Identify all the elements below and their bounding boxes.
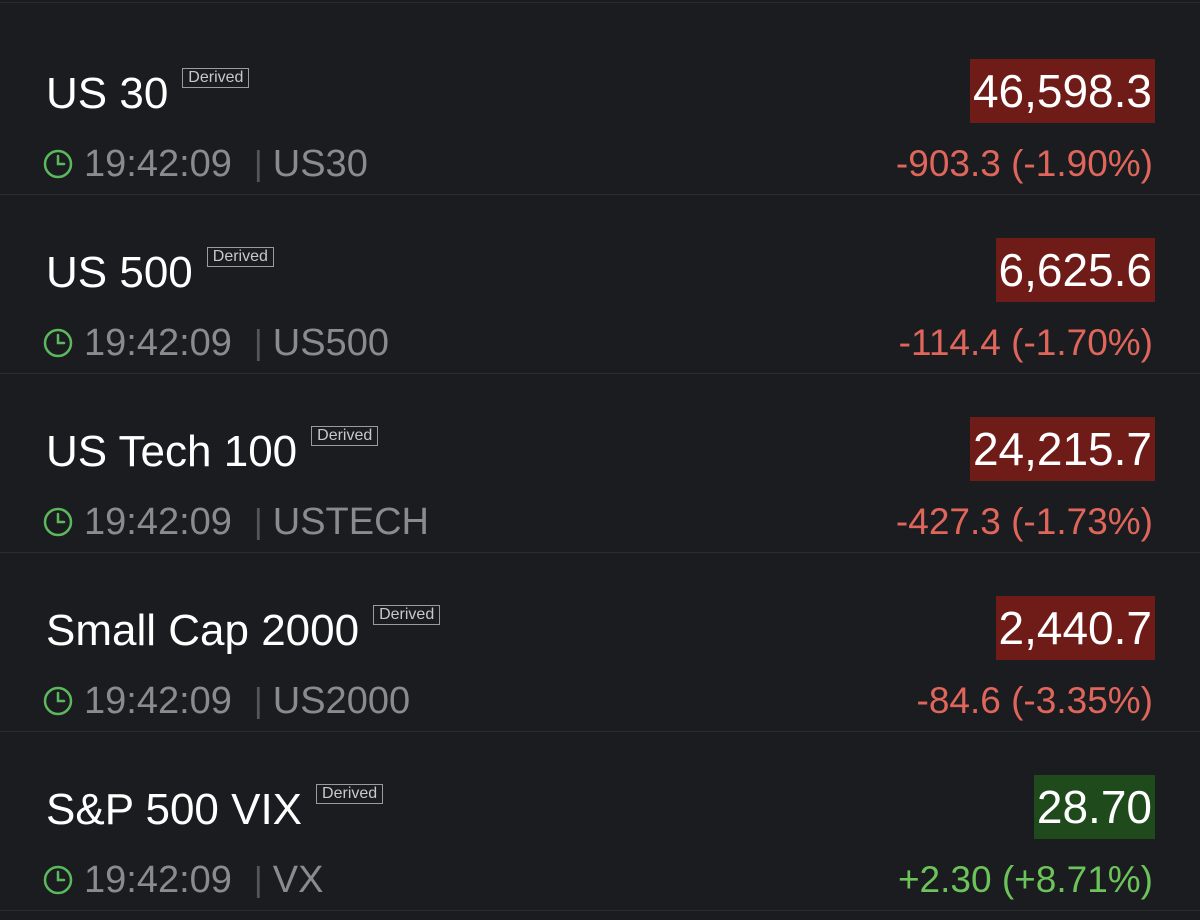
quote-row[interactable]: S&P 500 VIX Derived 19:42:09 | VX 28.70 +2.30 …	[0, 732, 1200, 911]
name-line: S&P 500 VIX Derived	[46, 782, 384, 838]
meta-line: 19:42:09 | VX	[42, 856, 323, 904]
clock-icon	[43, 149, 73, 179]
derived-badge: Derived	[316, 784, 384, 804]
quote-row[interactable]: US 500 Derived 19:42:09 | US500 6,625.6 -114.4…	[0, 195, 1200, 374]
price: 2,440.7	[995, 596, 1155, 660]
separator: |	[253, 681, 263, 720]
name-line: Small Cap 2000 Derived	[46, 603, 441, 659]
separator: |	[253, 144, 263, 183]
instrument-name: US Tech 100	[46, 427, 298, 476]
change: +2.30 (+8.71%)	[897, 859, 1153, 900]
name-line: US 30 Derived	[46, 66, 250, 122]
meta-line: 19:42:09 | US2000	[42, 677, 410, 725]
meta-line: 19:42:09 | US500	[42, 319, 389, 367]
price: 46,598.3	[969, 59, 1155, 123]
instrument-name: Small Cap 2000	[46, 606, 360, 655]
meta-line: 19:42:09 | USTECH	[42, 498, 429, 546]
change: -84.6 (-3.35%)	[916, 680, 1154, 721]
derived-badge: Derived	[373, 605, 441, 625]
price: 28.70	[1033, 775, 1155, 839]
name-line: US 500 Derived	[46, 245, 274, 301]
symbol: US30	[272, 142, 368, 185]
time: 19:42:09	[84, 500, 232, 543]
clock-icon	[43, 865, 73, 895]
change: -114.4 (-1.70%)	[898, 322, 1153, 363]
instrument-name: S&P 500 VIX	[46, 785, 303, 834]
derived-badge: Derived	[311, 426, 379, 446]
price: 6,625.6	[995, 238, 1155, 302]
clock-icon	[43, 686, 73, 716]
clock-icon	[43, 328, 73, 358]
meta-line: 19:42:09 | US30	[42, 140, 368, 188]
quote-row[interactable]: Small Cap 2000 Derived 19:42:09 | US2000 2,44…	[0, 553, 1200, 732]
name-line: US Tech 100 Derived	[46, 424, 379, 480]
derived-badge: Derived	[182, 68, 250, 88]
separator: |	[253, 860, 263, 899]
quote-row[interactable]: US Tech 100 Derived 19:42:09 | USTECH 24,215.…	[0, 374, 1200, 553]
quote-row[interactable]: US 30 Derived 19:42:09 | US30 46,598.3 -903.3 …	[0, 16, 1200, 195]
symbol: VX	[272, 858, 324, 901]
clock-icon	[43, 507, 73, 537]
time: 19:42:09	[84, 858, 232, 901]
time: 19:42:09	[84, 679, 232, 722]
change: -427.3 (-1.73%)	[895, 501, 1153, 542]
symbol: USTECH	[272, 500, 429, 543]
price: 24,215.7	[969, 417, 1155, 481]
time: 19:42:09	[84, 321, 232, 364]
instrument-name: US 30	[46, 69, 169, 118]
time: 19:42:09	[84, 142, 232, 185]
separator: |	[253, 502, 263, 541]
symbol: US500	[272, 321, 389, 364]
derived-badge: Derived	[206, 247, 274, 267]
symbol: US2000	[272, 679, 411, 722]
change: -903.3 (-1.90%)	[895, 143, 1153, 184]
separator: |	[253, 323, 263, 362]
instrument-name: US 500	[46, 248, 193, 297]
